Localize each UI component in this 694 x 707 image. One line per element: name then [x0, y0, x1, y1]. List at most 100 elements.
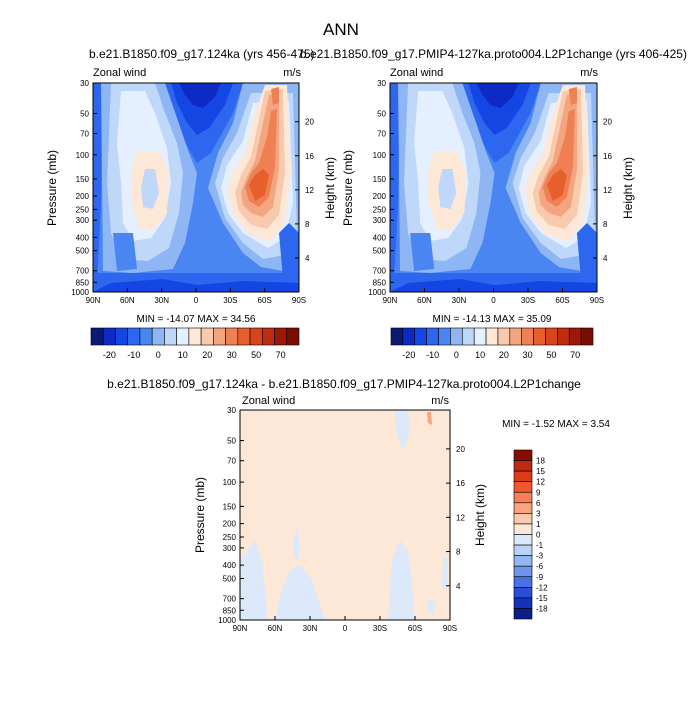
colorbar-swatch	[225, 327, 239, 346]
colorbar-swatch	[102, 327, 116, 346]
y2-tick-label: 12	[603, 186, 612, 195]
colorbar-label: 70	[276, 350, 286, 360]
colorbar-swatch	[485, 327, 499, 346]
y-tick-label: 300	[76, 216, 90, 225]
panel-right-units: m/s	[580, 67, 598, 79]
colorbar-label: 50	[251, 350, 261, 360]
panel-diff-title: b.e21.B1850.f09_g17.124ka - b.e21.B1850.…	[107, 377, 581, 391]
x-tick-label: 30N	[303, 624, 318, 633]
colorbar-swatch	[90, 327, 104, 346]
colorbar-swatch	[115, 327, 129, 346]
panel-left-title: b.e21.B1850.f09_g17.124ka (yrs 456-475)	[89, 47, 315, 61]
colorbar-label: -10	[127, 350, 140, 360]
colorbar-swatch	[450, 327, 463, 346]
contour-band	[279, 223, 299, 283]
colorbar-swatch	[497, 327, 511, 346]
colorbar-swatch	[139, 327, 153, 346]
y2-tick-label: 20	[305, 118, 314, 127]
panel-diff-variable: Zonal wind	[242, 395, 295, 407]
y-tick-label: 30	[80, 79, 89, 88]
colorbar-swatch	[513, 587, 533, 599]
colorbar-label: 12	[536, 478, 545, 487]
colorbar-swatch	[521, 327, 534, 346]
colorbar-label: 0	[454, 350, 459, 360]
x-tick-label: 60S	[408, 624, 422, 633]
colorbar-label: 18	[536, 457, 545, 466]
colorbar-label: 3	[536, 509, 541, 518]
panel-difference: b.e21.B1850.f09_g17.124ka - b.e21.B1850.…	[107, 377, 610, 633]
contour-band	[93, 83, 103, 292]
colorbar-swatch	[513, 555, 533, 567]
contour-band	[476, 83, 519, 108]
y-tick-label: 100	[223, 478, 237, 487]
x-tick-label: 60N	[417, 296, 432, 305]
colorbar-swatch	[286, 327, 300, 346]
x-tick-label: 30S	[521, 296, 535, 305]
wind-field-left	[93, 83, 299, 292]
panel-left-variable: Zonal wind	[93, 67, 146, 79]
colorbar-swatch	[513, 597, 533, 609]
colorbar-label: 9	[536, 488, 541, 497]
contour-band	[271, 87, 279, 105]
y2-tick-label: 16	[305, 152, 314, 161]
colorbar-swatch	[176, 327, 190, 346]
x-tick-label: 90S	[292, 296, 306, 305]
panel-right-variable: Zonal wind	[390, 67, 443, 79]
y-tick-label: 100	[373, 151, 387, 160]
panel-right-y2label: Height (km)	[621, 157, 635, 219]
colorbar-label: 10	[475, 350, 485, 360]
colorbar-swatch	[438, 327, 451, 346]
colorbar-swatch	[188, 327, 202, 346]
contour-band	[568, 87, 577, 105]
x-tick-label: 60S	[258, 296, 272, 305]
y-tick-label: 500	[373, 247, 387, 256]
colorbar-swatch	[513, 576, 533, 588]
y2-tick-label: 12	[456, 513, 465, 522]
y-tick-label: 70	[80, 130, 89, 139]
colorbar-swatch	[274, 327, 288, 346]
colorbar-swatch	[568, 327, 582, 346]
colorbar-label: -10	[426, 350, 439, 360]
panel-left-contours	[93, 83, 299, 292]
y-tick-label: 500	[76, 247, 90, 256]
y-tick-label: 150	[223, 502, 237, 511]
colorbar-swatch	[513, 470, 533, 482]
y2-tick-label: 8	[305, 220, 310, 229]
colorbar-swatch	[402, 327, 416, 346]
x-tick-label: 0	[491, 296, 496, 305]
colorbar-label: 70	[570, 350, 580, 360]
y-tick-label: 30	[377, 79, 386, 88]
panel-left-stats: MIN = -14.07 MAX = 34.56	[137, 314, 256, 325]
colorbar-swatch	[414, 327, 427, 346]
panel-right-stats: MIN = -14.13 MAX = 35.09	[433, 314, 552, 325]
y-tick-label: 1000	[71, 288, 89, 297]
x-tick-label: 60S	[555, 296, 569, 305]
y2-tick-label: 8	[603, 220, 608, 229]
y-tick-label: 200	[223, 520, 237, 529]
y2-tick-label: 8	[456, 548, 461, 557]
y2-tick-label: 4	[456, 582, 461, 591]
y-tick-label: 300	[223, 544, 237, 553]
panel-right-title: b.e21.B1850.f09_g17.PMIP4-127ka.proto004…	[300, 47, 687, 61]
y-tick-label: 200	[76, 192, 90, 201]
x-tick-label: 30S	[223, 296, 237, 305]
y-tick-label: 300	[373, 216, 387, 225]
colorbar-swatch	[513, 502, 533, 514]
y-tick-label: 1000	[368, 288, 386, 297]
y-tick-label: 700	[373, 267, 387, 276]
contour-band	[546, 169, 567, 201]
y-tick-label: 70	[227, 457, 236, 466]
y2-tick-label: 16	[603, 152, 612, 161]
y-tick-label: 400	[223, 561, 237, 570]
contour-band	[576, 223, 597, 283]
colorbar-label: -9	[536, 573, 544, 582]
y-tick-label: 50	[80, 109, 89, 118]
y-tick-label: 850	[373, 278, 387, 287]
contour-band	[438, 169, 457, 209]
colorbar-label: 6	[536, 499, 541, 508]
y-tick-label: 250	[373, 205, 387, 214]
y-tick-label: 250	[223, 533, 237, 542]
y2-tick-label: 4	[305, 254, 310, 263]
colorbar-swatch	[237, 327, 251, 346]
